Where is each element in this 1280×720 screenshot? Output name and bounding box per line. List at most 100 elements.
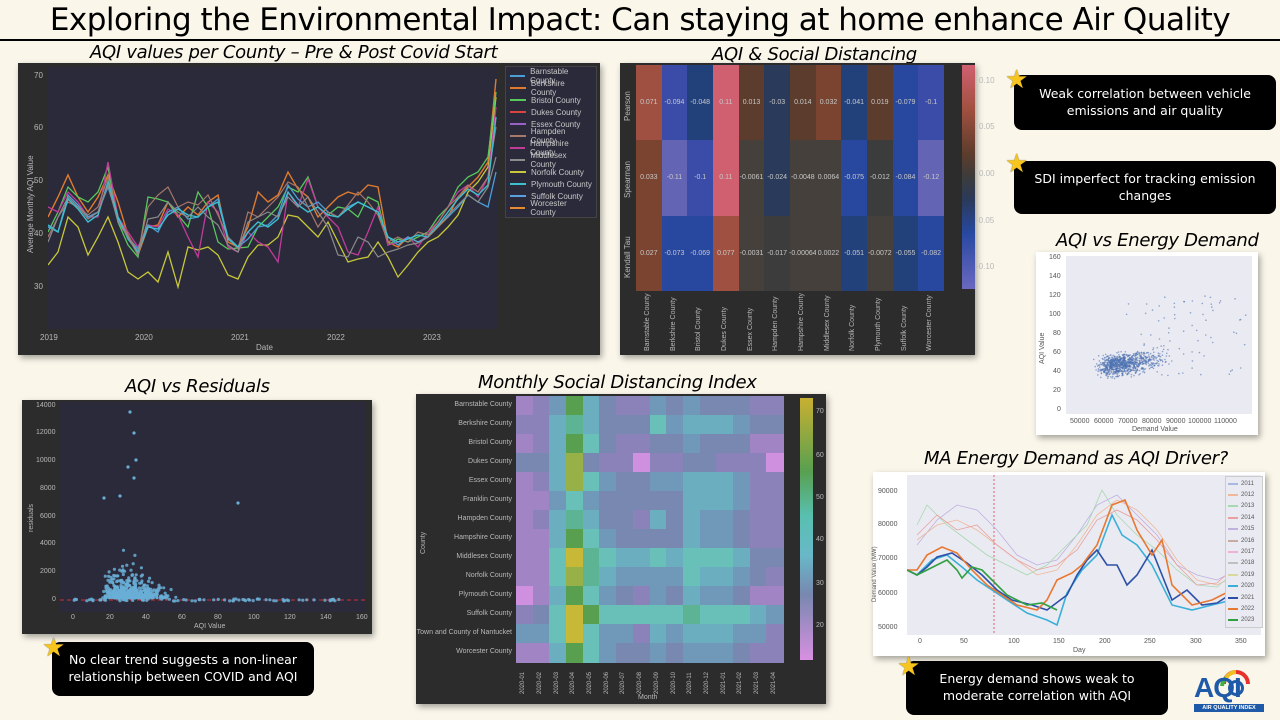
heatmap-cell <box>649 643 667 663</box>
heatmap-cell <box>632 396 650 416</box>
x-tick: 60000 <box>1094 418 1114 425</box>
heatmap-cell: -0.00064 <box>789 215 817 291</box>
row-label: Barnstable County <box>454 400 512 408</box>
heatmap-cell <box>516 567 534 587</box>
x-tick: 160 <box>356 614 368 621</box>
heatmap-cell <box>699 415 717 435</box>
colorbar-tick: 0.05 <box>979 122 995 131</box>
heatmap-cell <box>616 510 634 530</box>
heatmap-cell <box>516 434 534 454</box>
line-chart-legend: Barnstable County Berkshire County Brist… <box>505 66 597 218</box>
heatmap-cell <box>682 643 701 663</box>
row-label: Spearman <box>623 161 632 198</box>
heatmap-cell <box>532 586 550 606</box>
correlation-panel: 0.071 -0.094 -0.048 0.11 0.013 -0.03 0.014 0.03… <box>620 63 975 355</box>
heatmap-cell <box>549 396 567 416</box>
heatmap-cell: 0.032 <box>815 65 842 141</box>
heatmap-cell <box>616 434 634 454</box>
legend-item: 2021 <box>1228 592 1260 603</box>
column-label: 2021-03 <box>753 671 760 694</box>
column-label: Plymouth County <box>874 297 882 351</box>
heatmap-cell <box>766 453 784 473</box>
heatmap-cell: 0.071 <box>636 65 662 141</box>
heatmap-cell <box>616 643 634 663</box>
heatmap-cell <box>716 624 734 644</box>
column-label: 2020-05 <box>587 671 594 694</box>
x-tick: 50 <box>960 638 968 645</box>
legend-item: 2019 <box>1228 569 1260 580</box>
heatmap-cell <box>682 567 701 587</box>
heatmap-cell <box>616 586 634 606</box>
y-tick: 80 <box>1053 330 1061 337</box>
colorbar-tick: 0.00 <box>979 169 995 178</box>
column-label: Middlesex County <box>823 295 831 351</box>
heatmap-cell: -0.048 <box>687 65 713 141</box>
heatmap-cell <box>716 529 734 549</box>
heatmap-cell <box>766 396 784 416</box>
heatmap-cell <box>649 605 667 625</box>
heatmap-cell <box>666 453 684 473</box>
heatmap-cell <box>632 586 650 606</box>
heatmap-cell <box>516 453 534 473</box>
heatmap-cell: -0.082 <box>918 215 944 291</box>
heatmap-cell <box>549 567 567 587</box>
heatmap-cell <box>632 434 650 454</box>
column-label: 2020-02 <box>537 671 544 694</box>
heatmap-cell <box>749 415 767 435</box>
heatmap-cell <box>666 586 684 606</box>
column-label: Barnstable County <box>643 293 651 351</box>
colorbar-tick: 60 <box>816 452 824 459</box>
heatmap-cell: 0.014 <box>790 65 816 141</box>
x-tick: 2021 <box>231 333 249 342</box>
heatmap-cell <box>582 510 600 530</box>
heatmap-cell: -0.094 <box>661 65 688 141</box>
heatmap-cell <box>532 624 550 644</box>
heatmap-cell <box>682 548 701 568</box>
residuals-xlabel: AQI Value <box>194 623 226 630</box>
heatmap-cell <box>749 529 767 549</box>
heatmap-cell <box>516 491 534 511</box>
heatmap-cell <box>749 434 767 454</box>
colorbar-tick: 0.10 <box>979 76 995 85</box>
aqi-logo-icon <box>1220 670 1250 696</box>
heatmap-cell: -0.0072 <box>867 215 893 291</box>
y-tick: 40 <box>34 229 43 238</box>
x-tick: 0 <box>71 614 75 621</box>
heatmap-cell <box>632 567 650 587</box>
heatmap-cell: 0.0064 <box>815 140 842 216</box>
residuals-ylabel: residuals <box>28 503 35 532</box>
legend-item: Middlesex County <box>510 151 592 169</box>
y-tick: 160 <box>1049 254 1061 261</box>
heatmap-cell <box>516 529 534 549</box>
heatmap-cell <box>599 548 617 568</box>
heatmap-cell <box>632 624 650 644</box>
heatmap-cell <box>599 434 617 454</box>
column-label: 2020-03 <box>553 671 560 694</box>
heatmap-cell <box>516 624 534 644</box>
slide-title: Exploring the Environmental Impact: Can … <box>49 2 1231 38</box>
heatmap-cell <box>599 567 617 587</box>
sdi-column-labels: 2020-01 2020-02 2020-03 2020-04 2020-05 2020-… <box>516 666 783 696</box>
energy-demand-title: MA Energy Demand as AQI Driver? <box>924 448 1228 469</box>
heatmap-cell <box>632 453 650 473</box>
correlation-heatmap: 0.071 -0.094 -0.048 0.11 0.013 -0.03 0.014 0.03… <box>636 65 944 291</box>
y-tick: 0 <box>52 596 56 603</box>
heatmap-cell <box>549 605 567 625</box>
heatmap-cell <box>632 605 650 625</box>
heatmap-cell <box>716 510 734 530</box>
legend-item: Hampden County <box>510 127 592 145</box>
heatmap-cell: -0.075 <box>841 140 867 216</box>
row-label: Hampden County <box>457 514 512 522</box>
colorbar-tick: 20 <box>816 622 824 629</box>
energy-demand-xlabel: Day <box>1073 647 1086 654</box>
heatmap-cell <box>516 643 534 663</box>
heatmap-cell: -0.012 <box>867 140 893 216</box>
heatmap-cell <box>582 415 600 435</box>
y-tick: 8000 <box>40 485 56 492</box>
heatmap-cell <box>516 586 534 606</box>
heatmap-cell: 0.077 <box>713 215 739 291</box>
heatmap-cell <box>649 453 667 473</box>
column-label: 2020-07 <box>620 671 627 694</box>
row-label: Essex County <box>468 476 512 484</box>
y-tick: 14000 <box>36 402 56 409</box>
